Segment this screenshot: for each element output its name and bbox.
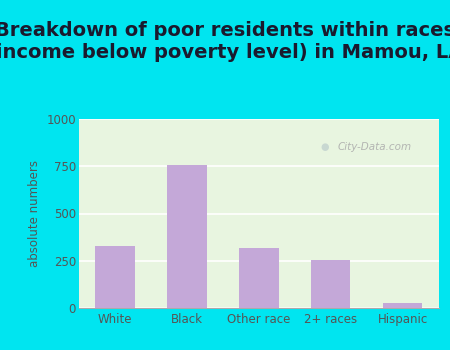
Text: Breakdown of poor residents within races
(income below poverty level) in Mamou, : Breakdown of poor residents within races… — [0, 21, 450, 62]
Text: City-Data.com: City-Data.com — [338, 142, 412, 152]
Text: ●: ● — [320, 142, 328, 152]
Bar — [239, 247, 279, 308]
Bar — [311, 260, 351, 308]
Bar — [95, 246, 135, 308]
Y-axis label: absolute numbers: absolute numbers — [28, 160, 41, 267]
Bar — [383, 303, 423, 308]
Bar — [167, 165, 207, 308]
